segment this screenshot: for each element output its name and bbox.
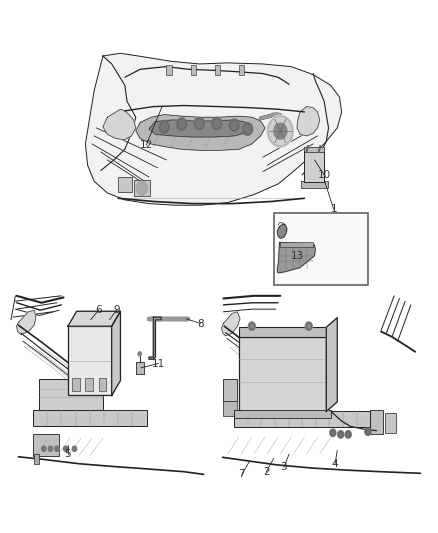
Polygon shape — [103, 109, 136, 140]
Polygon shape — [149, 120, 247, 137]
Bar — [304, 151, 324, 182]
Polygon shape — [277, 243, 315, 273]
Bar — [33, 434, 59, 456]
Polygon shape — [112, 311, 120, 395]
Polygon shape — [222, 312, 240, 336]
Circle shape — [305, 322, 312, 330]
Polygon shape — [277, 224, 287, 238]
Bar — [239, 337, 326, 411]
Text: 9: 9 — [113, 305, 120, 315]
Circle shape — [48, 446, 53, 451]
Circle shape — [242, 123, 253, 135]
Circle shape — [42, 446, 46, 451]
Text: 2: 2 — [263, 467, 270, 477]
Text: 10: 10 — [318, 170, 331, 180]
Bar — [234, 411, 370, 427]
Bar — [239, 65, 244, 75]
Bar — [72, 378, 80, 391]
Bar — [134, 180, 150, 196]
Bar — [166, 65, 172, 75]
Bar — [234, 410, 331, 418]
Bar — [370, 410, 383, 434]
Polygon shape — [17, 310, 36, 335]
Circle shape — [229, 119, 240, 132]
Circle shape — [212, 117, 222, 130]
Bar — [85, 378, 93, 391]
Circle shape — [72, 446, 77, 451]
Circle shape — [136, 181, 148, 195]
Text: 7: 7 — [238, 470, 245, 479]
Bar — [223, 401, 237, 416]
Bar — [39, 379, 103, 410]
Polygon shape — [85, 53, 342, 205]
Bar — [99, 378, 106, 391]
Text: 3: 3 — [280, 463, 287, 472]
Text: 4: 4 — [332, 459, 339, 469]
Circle shape — [138, 352, 141, 356]
Polygon shape — [297, 107, 320, 136]
Bar — [301, 181, 328, 188]
Text: 1: 1 — [330, 205, 337, 214]
Circle shape — [267, 115, 293, 147]
Circle shape — [365, 428, 371, 435]
Text: 12: 12 — [140, 140, 153, 150]
Polygon shape — [68, 311, 120, 326]
Bar — [223, 379, 237, 401]
Text: 11: 11 — [152, 359, 165, 368]
Bar — [280, 242, 313, 247]
Text: 8: 8 — [197, 319, 204, 328]
Circle shape — [194, 117, 205, 130]
Bar — [239, 327, 326, 337]
Text: 6: 6 — [95, 305, 102, 315]
Bar — [136, 362, 144, 374]
Bar — [118, 177, 132, 192]
Bar — [68, 326, 112, 395]
Polygon shape — [149, 317, 161, 359]
Bar — [33, 410, 147, 426]
Circle shape — [330, 429, 336, 437]
Circle shape — [345, 431, 351, 438]
Bar — [34, 454, 39, 464]
Bar — [304, 147, 324, 152]
Circle shape — [159, 120, 170, 133]
Text: 13: 13 — [291, 251, 304, 261]
Bar — [385, 413, 396, 433]
Bar — [274, 213, 368, 285]
Circle shape — [64, 446, 68, 451]
Circle shape — [177, 118, 187, 131]
Circle shape — [274, 123, 287, 139]
Circle shape — [248, 322, 255, 330]
Text: 5: 5 — [64, 449, 71, 459]
Circle shape — [338, 431, 344, 438]
Circle shape — [55, 446, 59, 451]
Bar — [215, 65, 220, 75]
Polygon shape — [136, 115, 265, 150]
Bar — [191, 65, 196, 75]
Polygon shape — [326, 318, 337, 411]
